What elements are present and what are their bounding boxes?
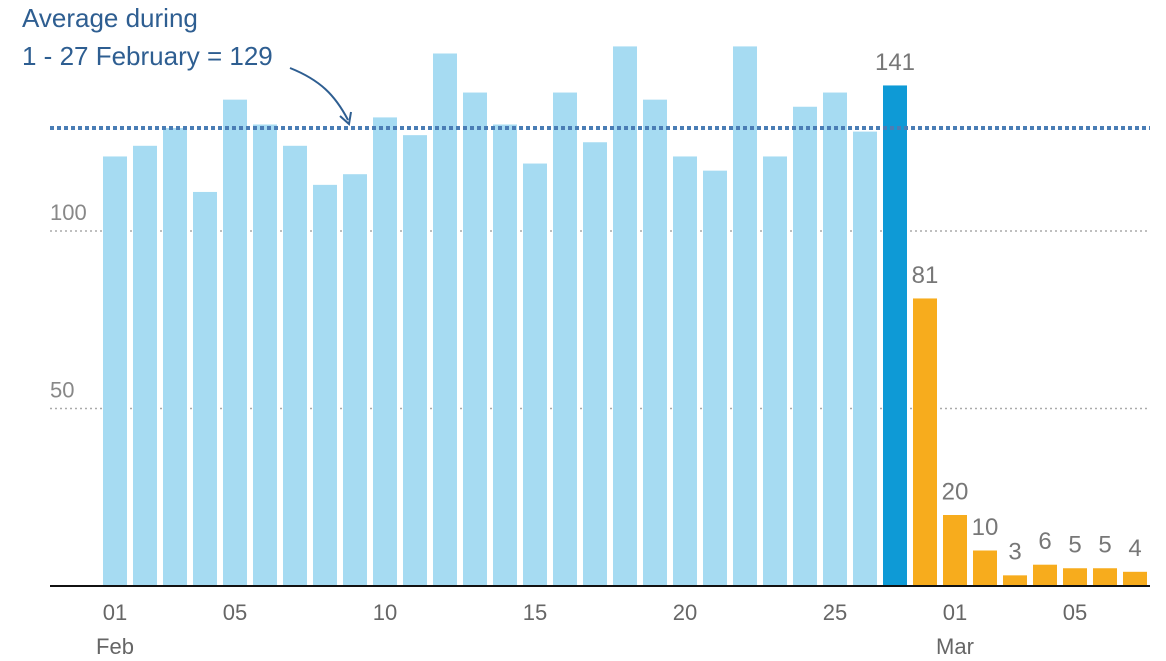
value-label: 5 (1068, 532, 1081, 559)
bar (1063, 568, 1087, 586)
bar (883, 85, 907, 586)
bar (433, 53, 457, 586)
y-tick-label: 50 (50, 377, 74, 402)
x-month-label: Feb (96, 634, 134, 659)
x-tick-label: 10 (373, 600, 397, 625)
value-label: 81 (912, 262, 939, 289)
value-label: 20 (942, 478, 969, 505)
bar (133, 145, 157, 587)
bar (583, 142, 607, 586)
value-label: 10 (972, 514, 999, 541)
bar (1093, 568, 1117, 586)
annotation-text: 1 - 27 February = 129 (22, 41, 273, 71)
bar (1033, 564, 1057, 586)
bar (643, 99, 667, 587)
bar (763, 156, 787, 586)
annotation-arrowhead (339, 111, 352, 126)
x-tick-label: 05 (1063, 600, 1087, 625)
value-label: 141 (875, 49, 915, 76)
bar (673, 156, 697, 586)
bar (823, 92, 847, 587)
value-label: 6 (1038, 528, 1051, 555)
annotation-arrow (289, 67, 349, 121)
x-tick-label: 01 (943, 600, 967, 625)
bar (463, 92, 487, 587)
x-tick-label: 15 (523, 600, 547, 625)
value-label: 4 (1128, 535, 1141, 562)
annotation-text: Average during (22, 3, 198, 33)
x-tick-label: 25 (823, 600, 847, 625)
bar (403, 135, 427, 586)
bar (613, 46, 637, 586)
bar (703, 170, 727, 586)
bar (853, 131, 877, 586)
bar (1003, 575, 1027, 586)
bar (943, 515, 967, 586)
value-label: 3 (1008, 539, 1021, 566)
y-tick-label: 100 (50, 200, 87, 225)
bar (253, 124, 277, 586)
value-label: 5 (1098, 532, 1111, 559)
x-tick-label: 01 (103, 600, 127, 625)
bar (553, 92, 577, 587)
bar (193, 191, 217, 586)
bar (313, 184, 337, 586)
bar (223, 99, 247, 587)
bar (163, 128, 187, 587)
bar (493, 124, 517, 586)
bar (913, 298, 937, 586)
bar (523, 163, 547, 587)
bar (343, 174, 367, 586)
bar (283, 145, 307, 587)
bar (973, 550, 997, 586)
x-month-label: Mar (936, 634, 974, 659)
x-tick-label: 05 (223, 600, 247, 625)
x-tick-label: 20 (673, 600, 697, 625)
bar (793, 106, 817, 586)
bar (1123, 571, 1147, 586)
bar (103, 156, 127, 586)
bar (373, 117, 397, 587)
bar (733, 46, 757, 586)
